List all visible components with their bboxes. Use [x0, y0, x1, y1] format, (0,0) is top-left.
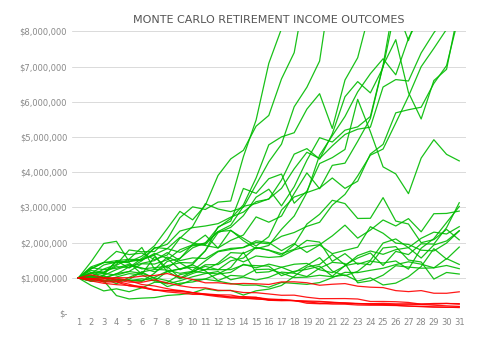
Title: MONTE CARLO RETIREMENT INCOME OUTCOMES: MONTE CARLO RETIREMENT INCOME OUTCOMES — [133, 15, 405, 25]
